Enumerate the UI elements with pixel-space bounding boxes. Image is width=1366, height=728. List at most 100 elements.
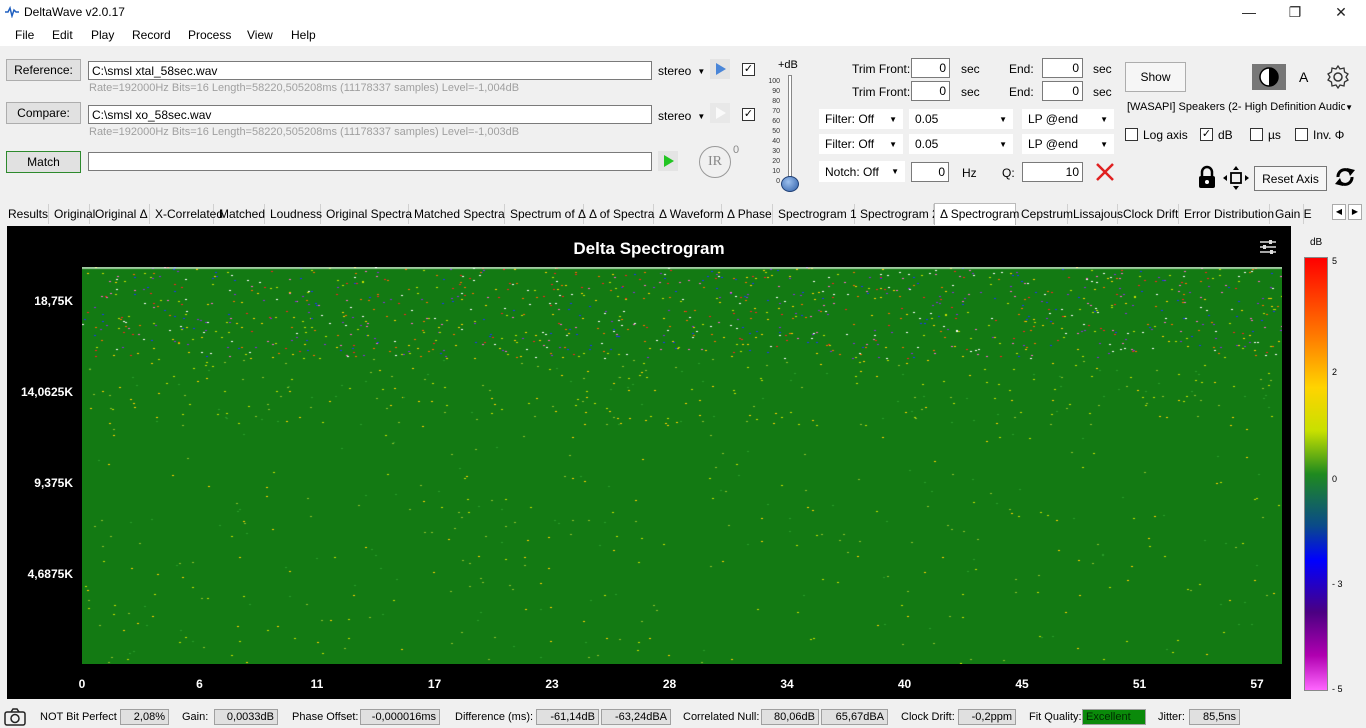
filter-select-2[interactable]: Filter: Off ▼ <box>819 134 903 154</box>
tab-2[interactable]: Original Δ <box>90 204 150 224</box>
compare-enable-checkbox[interactable]: ✓ <box>742 108 755 121</box>
correlated-null-label: Correlated Null: <box>683 711 760 723</box>
chevron-down-icon: ▼ <box>697 111 706 121</box>
us-checkbox[interactable] <box>1250 128 1263 141</box>
tab-1[interactable]: Original <box>49 204 95 224</box>
lp-select-2[interactable]: LP @end ▼ <box>1022 134 1114 154</box>
tab-8[interactable]: Spectrum of Δ <box>505 204 586 224</box>
play-compare-icon[interactable] <box>710 103 730 123</box>
tab-5[interactable]: Loudness <box>265 204 322 224</box>
db-checkbox[interactable]: ✓ <box>1200 128 1213 141</box>
trim-end-field-2[interactable]: 0 <box>1042 81 1083 101</box>
level-track[interactable] <box>788 75 792 185</box>
tab-7[interactable]: Matched Spectra <box>409 204 505 224</box>
x-tick-label: 23 <box>545 677 559 691</box>
compare-path-field[interactable]: C:\smsl xo_58sec.wav <box>88 105 652 124</box>
reset-axis-button[interactable]: Reset Axis <box>1254 166 1327 191</box>
gear-icon[interactable] <box>1325 64 1351 90</box>
tab-18[interactable]: Error Distribution <box>1179 204 1274 224</box>
chevron-down-icon: ▼ <box>889 114 897 124</box>
reference-path-field[interactable]: C:\smsl xtal_58sec.wav <box>88 61 652 80</box>
lp-value-1: LP @end <box>1028 112 1078 126</box>
q-field[interactable]: 10 <box>1022 162 1083 182</box>
camera-icon[interactable] <box>4 708 26 726</box>
maximize-button[interactable]: ❐ <box>1288 3 1302 20</box>
reference-button[interactable]: Reference: <box>6 59 81 81</box>
difference-label: Difference (ms): <box>455 711 534 723</box>
menu-edit[interactable]: Edit <box>52 28 73 42</box>
colorbar-unit: dB <box>1310 237 1323 248</box>
output-device-select[interactable]: [WASAPI] Speakers (2- High Definition Au… <box>1124 97 1356 117</box>
tab-15[interactable]: Cepstrum <box>1016 204 1073 224</box>
font-size-button[interactable]: A <box>1299 69 1309 85</box>
reference-channel-select[interactable]: stereo ▼ <box>658 64 705 78</box>
tab-17[interactable]: Clock Drift <box>1118 204 1179 224</box>
menu-file[interactable]: File <box>15 28 35 42</box>
status-bar: NOT Bit Perfect 2,08% Gain: 0,0033dB Pha… <box>0 706 1366 728</box>
filter-freq-select-2[interactable]: 0.05 ▼ <box>909 134 1013 154</box>
tab-10[interactable]: Δ Waveform <box>654 204 724 224</box>
filter-freq-select-1[interactable]: 0.05 ▼ <box>909 109 1013 129</box>
x-tick-label: 0 <box>78 677 86 691</box>
contrast-icon[interactable] <box>1252 64 1286 90</box>
minimize-button[interactable]: — <box>1242 4 1256 20</box>
notch-select[interactable]: Notch: Off ▼ <box>819 161 905 182</box>
level-slider-thumb[interactable] <box>781 176 799 192</box>
tab-scroll-right-icon[interactable]: ▶ <box>1348 204 1362 220</box>
tab-19[interactable]: Gain E <box>1270 204 1312 224</box>
tab-13[interactable]: Spectrogram 2 <box>855 204 939 224</box>
title-bar: DeltaWave v2.0.17 — ❐ ✕ <box>0 0 1366 24</box>
menu-view[interactable]: View <box>247 28 273 42</box>
chart-settings-icon[interactable] <box>1259 239 1277 255</box>
play-reference-icon[interactable] <box>710 59 730 79</box>
reference-enable-checkbox[interactable]: ✓ <box>742 63 755 76</box>
notch-freq-field[interactable]: 0 <box>911 162 949 182</box>
invert-phase-checkbox[interactable] <box>1295 128 1308 141</box>
trim-front-field-1[interactable]: 0 <box>911 58 950 78</box>
tab-14[interactable]: Δ Spectrogram <box>934 203 1019 225</box>
menu-play[interactable]: Play <box>91 28 115 42</box>
show-button[interactable]: Show <box>1125 62 1186 92</box>
reference-channel-value: stereo <box>658 64 692 78</box>
invert-phase-label: Inv. Φ <box>1313 128 1345 142</box>
tab-9[interactable]: Δ of Spectra <box>584 204 654 224</box>
menu-help[interactable]: Help <box>291 28 316 42</box>
tab-3[interactable]: X-Correlated <box>150 204 223 224</box>
trim-front-field-2[interactable]: 0 <box>911 81 950 101</box>
tab-strip: Results Original Original Δ X-Correlated Mat… <box>0 203 1366 225</box>
tab-4[interactable]: Matched <box>214 204 265 224</box>
compare-button[interactable]: Compare: <box>6 102 81 124</box>
play-match-icon[interactable] <box>658 151 678 171</box>
level-tick: 100 <box>768 78 780 85</box>
colorbar-tick: - 5 <box>1332 684 1343 694</box>
chevron-down-icon: ▼ <box>889 139 897 149</box>
tab-11[interactable]: Δ Phase <box>722 204 773 224</box>
match-progress-field <box>88 152 652 171</box>
menu-record[interactable]: Record <box>132 28 171 42</box>
spectrogram-heatmap[interactable] <box>82 267 1282 664</box>
pan-move-icon[interactable] <box>1222 165 1250 191</box>
level-tick: 90 <box>772 88 780 95</box>
clear-notch-icon[interactable] <box>1094 161 1116 183</box>
tab-16[interactable]: Lissajous <box>1068 204 1123 224</box>
notch-value: Notch: Off <box>825 164 879 179</box>
compare-info: Rate=192000Hz Bits=16 Length=58220,50520… <box>89 126 520 138</box>
refresh-icon[interactable] <box>1333 164 1357 190</box>
ir-button[interactable]: IR <box>699 146 731 178</box>
tab-12[interactable]: Spectrogram 1 <box>773 204 857 224</box>
lp-select-1[interactable]: LP @end ▼ <box>1022 109 1114 129</box>
tab-0[interactable]: Results <box>3 204 49 224</box>
tab-6[interactable]: Original Spectra <box>321 204 412 224</box>
match-button[interactable]: Match <box>6 151 81 173</box>
compare-channel-select[interactable]: stereo ▼ <box>658 109 705 123</box>
filter-select-1[interactable]: Filter: Off ▼ <box>819 109 903 129</box>
trim-end-field-1[interactable]: 0 <box>1042 58 1083 78</box>
tab-scroll-left-icon[interactable]: ◀ <box>1332 204 1346 220</box>
log-axis-checkbox[interactable] <box>1125 128 1138 141</box>
lock-icon[interactable] <box>1196 165 1218 189</box>
close-button[interactable]: ✕ <box>1335 3 1347 20</box>
y-tick-label: 9,375K <box>34 476 73 490</box>
menu-process[interactable]: Process <box>188 28 232 42</box>
difference-db-value: -61,14dB <box>536 709 599 725</box>
bit-perfect-label: NOT Bit Perfect <box>40 711 117 723</box>
